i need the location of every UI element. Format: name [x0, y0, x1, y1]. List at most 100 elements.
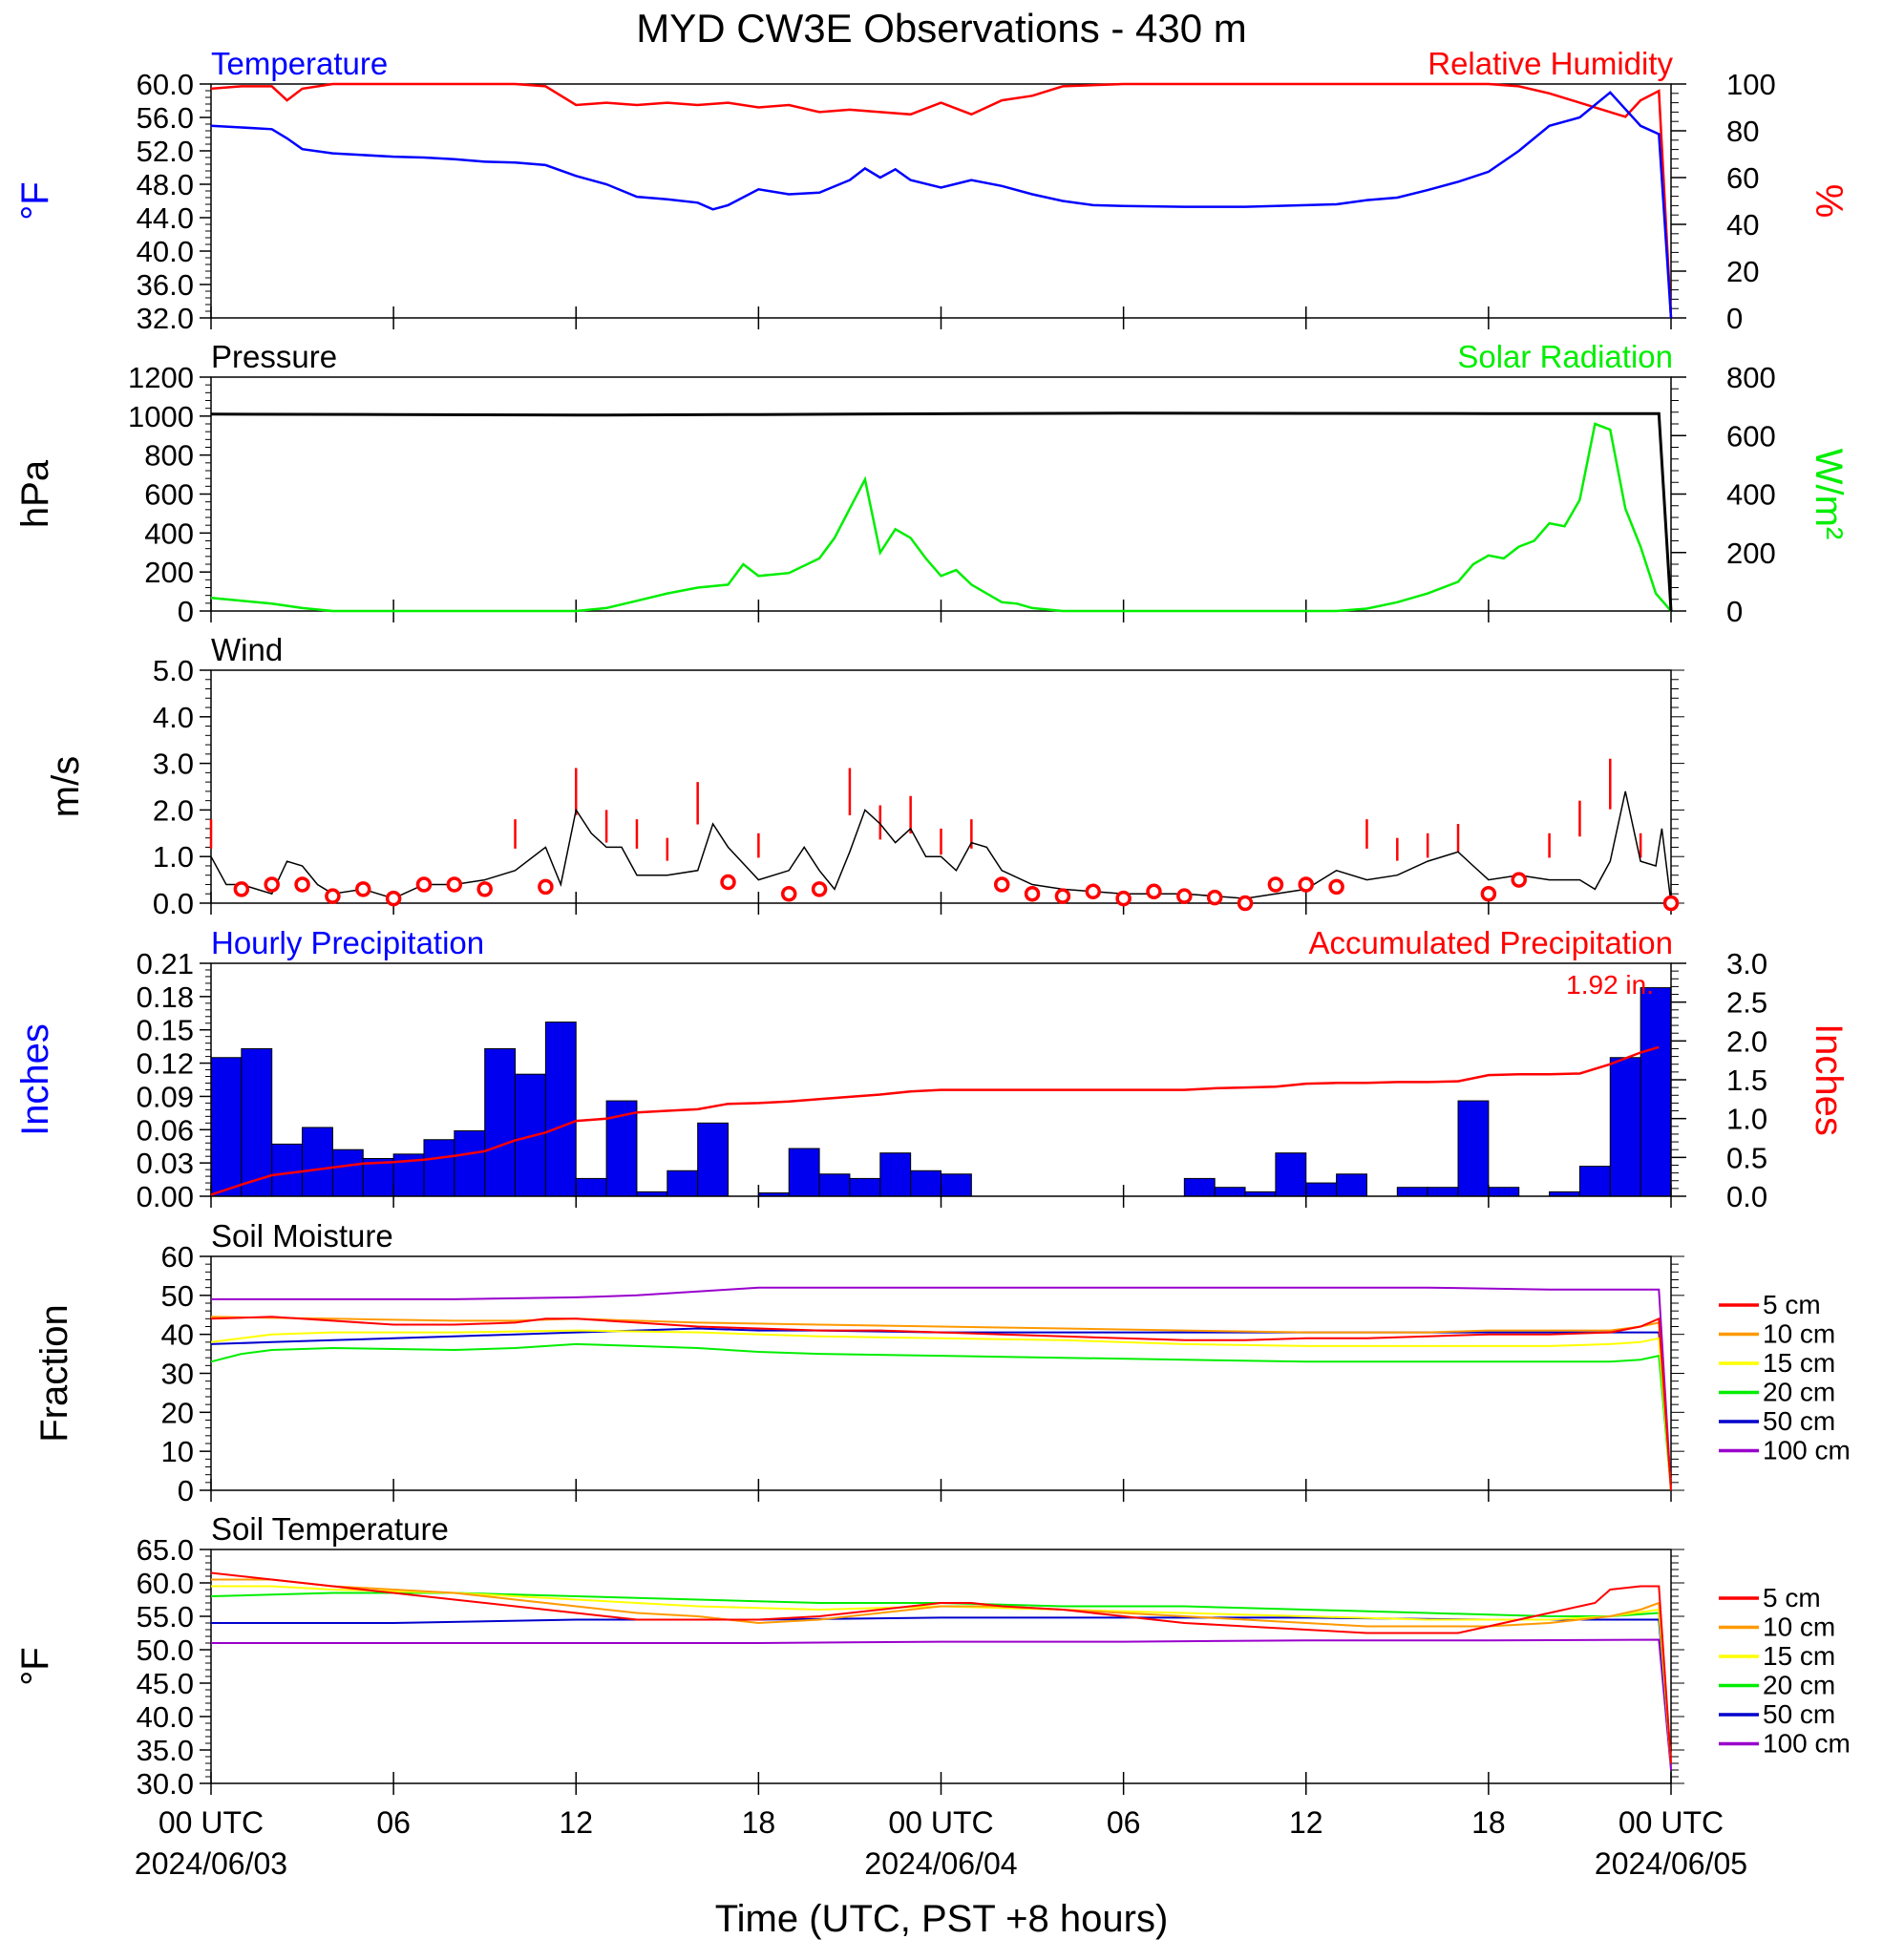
calm-marker [233, 881, 250, 897]
legend-label: 20 cm [1763, 1378, 1835, 1407]
y-tick-label: 60.0 [137, 1567, 194, 1600]
y-tick-label: 40.0 [137, 235, 194, 268]
x-tick-label: 18 [1471, 1805, 1506, 1840]
precip-bar [1640, 987, 1672, 1197]
y-tick-label: 55.0 [137, 1600, 194, 1633]
calm-marker [720, 874, 736, 891]
calm-marker [1662, 895, 1680, 912]
calm-marker [1146, 883, 1162, 900]
precip-bar [818, 1173, 851, 1197]
y-tick-label: 600 [144, 478, 194, 512]
y2-tick-label: 0.0 [1726, 1180, 1767, 1213]
calm-marker [1480, 885, 1497, 902]
x-tick-label: 12 [559, 1805, 593, 1840]
soil-line-50cm [210, 1327, 1672, 1491]
precip-bar [423, 1139, 455, 1197]
soil-line-15cm [211, 1585, 1672, 1764]
y-tick-label: 52.0 [137, 135, 194, 168]
y2-tick-label: 60 [1726, 161, 1759, 195]
left-title: Temperature [211, 46, 388, 81]
left-title: Wind [211, 632, 283, 667]
y2-tick-label: 3.0 [1726, 947, 1767, 980]
y2-tick-label: 1.5 [1726, 1064, 1767, 1097]
precip-bar [941, 1173, 972, 1197]
y-tick-label: 1200 [128, 361, 194, 394]
right-title: Solar Radiation [1457, 339, 1673, 374]
left-unit: Inches [14, 1023, 56, 1136]
x-tick-label: 06 [376, 1805, 411, 1840]
soil-line-100cm [211, 1638, 1672, 1771]
precip-bar [484, 1047, 517, 1197]
chart-title: MYD CW3E Observations - 430 m [636, 6, 1247, 51]
calm-marker [385, 890, 402, 907]
calm-marker [355, 881, 371, 897]
legend-label: 100 cm [1763, 1436, 1851, 1465]
soil-line-10cm [210, 1316, 1672, 1491]
right-title: Relative Humidity [1428, 46, 1673, 81]
legend-label: 10 cm [1763, 1612, 1835, 1642]
panel-precipitation: 0.210.180.150.120.090.060.030.00 3.0 2.5 2.… [14, 925, 1850, 1213]
precip-bar [1275, 1152, 1307, 1197]
calm-marker [1328, 878, 1344, 896]
calm-marker [325, 888, 341, 904]
y-tick-label: 2.0 [153, 793, 194, 827]
x-axis: 00 UTC 2024/06/03 06 12 18 00 UTC 2024/06/04 06… [135, 1805, 1747, 1940]
panel-pressure-solar: 1200 1000 800 600 400 200 0 800 600 400 200 0 Pressu… [14, 339, 1850, 628]
precip-bar [271, 1143, 304, 1197]
calm-marker [538, 878, 554, 896]
y-tick-label: 48.0 [137, 168, 194, 201]
y-tick-label: 200 [144, 556, 194, 589]
calm-marker [811, 881, 828, 897]
calm-marker [1176, 888, 1193, 904]
precip-bar [1336, 1173, 1367, 1197]
calm-marker [1267, 876, 1284, 893]
plot-frame [210, 1255, 1672, 1491]
y-tick-label: 4.0 [153, 701, 194, 734]
precip-bar [1609, 1057, 1641, 1197]
calm-marker [1511, 872, 1527, 888]
precip-bar [879, 1152, 912, 1197]
y-tick-label: 0.15 [137, 1014, 194, 1047]
y-tick-label: 10 [161, 1435, 194, 1468]
x-tick-label: 06 [1107, 1805, 1141, 1840]
calm-marker [294, 876, 310, 893]
temperature-line [210, 91, 1673, 319]
calm-marker [415, 876, 433, 893]
precip-bar [1578, 1166, 1611, 1197]
wind-line [210, 790, 1672, 904]
y-tick-label: 800 [144, 439, 194, 473]
panel-wind: 5.0 4.0 3.0 2.0 1.0 0.0 Wind m/s [45, 632, 1684, 920]
y-tick-label: 0.09 [137, 1080, 194, 1113]
legend-label: 10 cm [1763, 1319, 1835, 1349]
precip-bar [331, 1149, 364, 1197]
precip-bar [454, 1129, 486, 1197]
y2-tick-label: 80 [1726, 115, 1759, 148]
soil-line-100cm [211, 1286, 1672, 1491]
y-tick-label: 5.0 [153, 654, 194, 687]
calm-marker [1115, 890, 1132, 907]
soil-line-15cm [210, 1329, 1672, 1491]
left-title: Pressure [211, 339, 337, 374]
accum-annotation: 1.92 in. [1566, 970, 1654, 1000]
y-tick-label: 40.0 [137, 1700, 194, 1734]
calm-marker [1085, 883, 1102, 900]
precip-bar [1396, 1187, 1428, 1197]
y-tick-label: 36.0 [137, 268, 194, 302]
y2-tick-label: 100 [1726, 68, 1776, 101]
legend-label: 5 cm [1763, 1290, 1821, 1319]
plot-frame [210, 669, 1672, 904]
y-tick-label: 32.0 [137, 302, 194, 335]
soil-line-5cm [210, 1316, 1672, 1491]
y2-tick-label: 2.5 [1726, 986, 1767, 1020]
x-tick-label: 00 UTC [888, 1805, 993, 1840]
y2-tick-label: 20 [1726, 255, 1759, 288]
y-tick-label: 0.12 [137, 1047, 194, 1081]
left-unit: °F [14, 1647, 56, 1685]
x-date-label: 2024/06/05 [1595, 1846, 1747, 1881]
right-unit: % [1808, 184, 1850, 219]
calm-marker [1024, 885, 1041, 902]
right-unit: Inches [1808, 1023, 1850, 1136]
x-tick-label: 00 UTC [159, 1805, 264, 1840]
calm-marker [476, 881, 493, 897]
